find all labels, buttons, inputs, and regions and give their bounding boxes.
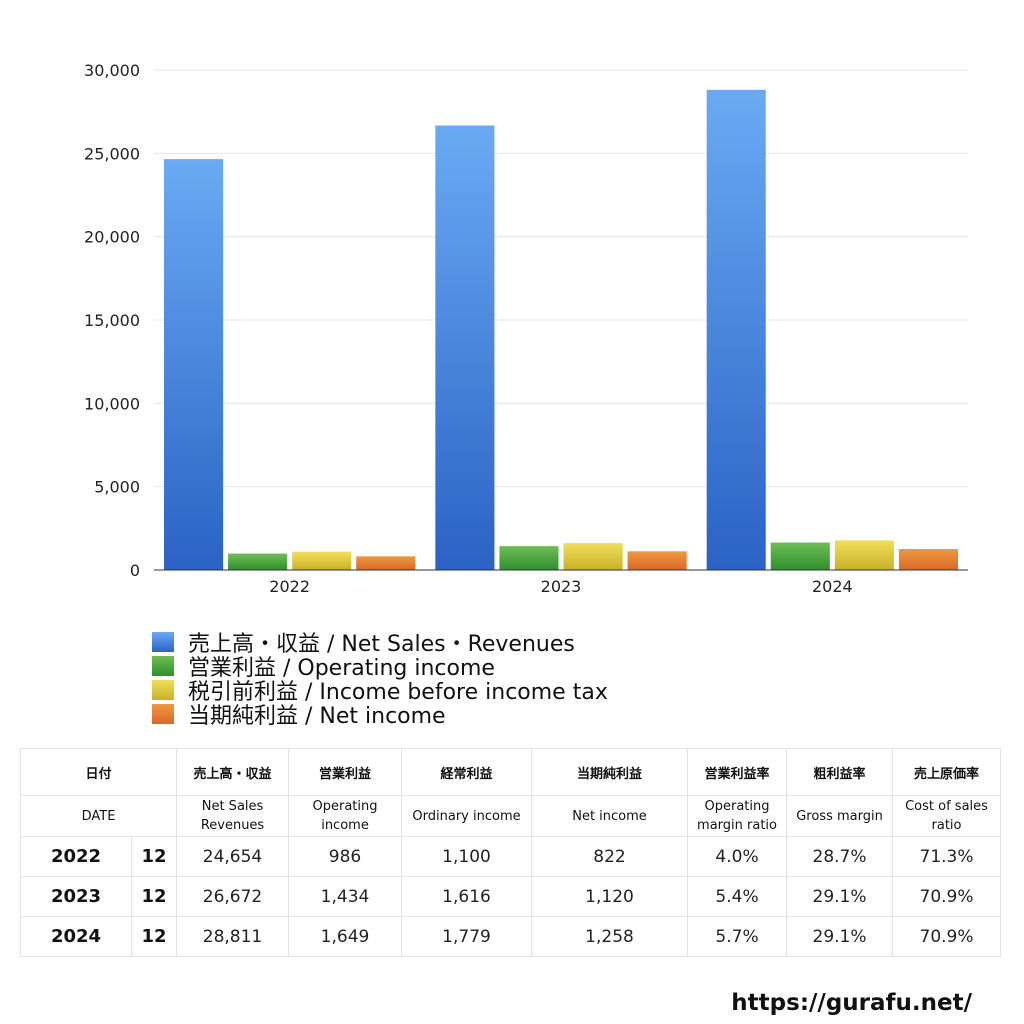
y-tick-label: 15,000 xyxy=(84,311,140,330)
legend-swatch-net-sales xyxy=(152,632,174,652)
header-cell: Net Sales Revenues xyxy=(176,795,290,837)
value-cell: 70.9% xyxy=(892,876,1002,917)
bar-income-before-tax-2024 xyxy=(834,540,894,570)
header-cell: 当期純利益 xyxy=(531,748,689,796)
header-cell: 営業利益 xyxy=(288,748,403,796)
bar-income-before-tax-2022 xyxy=(292,551,352,570)
header-cell: 日付 xyxy=(19,748,178,796)
value-cell: 29.1% xyxy=(786,876,894,917)
legend-item: 売上高・収益 / Net Sales・Revenues xyxy=(152,630,608,657)
year-cell: 2022 xyxy=(20,836,132,877)
table-header-jp: 日付 売上高・収益 営業利益 経常利益 当期純利益 営業利益率 粗利益率 売上原… xyxy=(19,748,1002,796)
x-tick-label: 2022 xyxy=(269,577,310,596)
bar-operating-income-2024 xyxy=(770,542,830,570)
bar-operating-income-2022 xyxy=(228,553,288,570)
table-header-en: DATE Net Sales Revenues Operating income… xyxy=(19,795,1002,837)
header-cell: DATE xyxy=(19,795,178,837)
bar-net-income-2023 xyxy=(627,551,687,570)
y-tick-label: 5,000 xyxy=(94,478,140,497)
month-cell: 12 xyxy=(130,916,178,957)
value-cell: 5.4% xyxy=(687,876,788,917)
financial-table: 日付 売上高・収益 営業利益 経常利益 当期純利益 営業利益率 粗利益率 売上原… xyxy=(19,748,1002,957)
value-cell: 71.3% xyxy=(892,836,1002,877)
y-tick-label: 25,000 xyxy=(84,144,140,163)
y-axis: 0 5,000 10,000 15,000 20,000 25,000 30,000 xyxy=(84,61,140,580)
header-cell: Ordinary income xyxy=(401,795,533,837)
table-row: 2023 12 26,672 1,434 1,616 1,120 5.4% 29… xyxy=(20,876,1002,917)
value-cell: 1,649 xyxy=(288,916,403,957)
header-cell: 粗利益率 xyxy=(786,748,894,796)
legend-swatch-operating-income xyxy=(152,656,174,676)
legend-item: 税引前利益 / Income before income tax xyxy=(152,678,608,705)
header-cell: Gross margin xyxy=(786,795,894,837)
header-cell: 営業利益率 xyxy=(687,748,788,796)
legend-swatch-income-before-tax xyxy=(152,680,174,700)
legend-label: 営業利益 / Operating income xyxy=(188,656,495,681)
x-axis: 2022 2023 2024 xyxy=(269,577,852,596)
value-cell: 1,779 xyxy=(401,916,533,957)
y-tick-label: 10,000 xyxy=(84,394,140,413)
header-cell: Net income xyxy=(531,795,689,837)
legend-label: 当期純利益 / Net income xyxy=(188,704,446,729)
bar-net-sales-2022 xyxy=(164,159,224,570)
value-cell: 29.1% xyxy=(786,916,894,957)
value-cell: 986 xyxy=(288,836,403,877)
header-cell: 売上原価率 xyxy=(892,748,1002,796)
month-cell: 12 xyxy=(130,876,178,917)
table-row: 2022 12 24,654 986 1,100 822 4.0% 28.7% … xyxy=(20,836,1002,877)
value-cell: 1,434 xyxy=(288,876,403,917)
header-cell: 経常利益 xyxy=(401,748,533,796)
value-cell: 24,654 xyxy=(176,836,290,877)
value-cell: 1,616 xyxy=(401,876,533,917)
value-cell: 1,258 xyxy=(531,916,689,957)
value-cell: 4.0% xyxy=(687,836,788,877)
x-tick-label: 2024 xyxy=(812,577,853,596)
table-row: 2024 12 28,811 1,649 1,779 1,258 5.7% 29… xyxy=(20,916,1002,957)
y-tick-label: 0 xyxy=(130,561,140,580)
y-tick-label: 30,000 xyxy=(84,61,140,80)
year-cell: 2024 xyxy=(20,916,132,957)
header-cell: 売上高・収益 xyxy=(176,748,290,796)
value-cell: 1,120 xyxy=(531,876,689,917)
bar-chart: 0 5,000 10,000 15,000 20,000 25,000 30,000 202… xyxy=(84,61,968,596)
value-cell: 28.7% xyxy=(786,836,894,877)
header-cell: Operating margin ratio xyxy=(687,795,788,837)
year-cell: 2023 xyxy=(20,876,132,917)
value-cell: 26,672 xyxy=(176,876,290,917)
y-tick-label: 20,000 xyxy=(84,228,140,247)
legend-swatch-net-income xyxy=(152,704,174,724)
bar-net-income-2022 xyxy=(356,556,416,570)
bar-net-income-2024 xyxy=(898,549,958,570)
legend-label: 税引前利益 / Income before income tax xyxy=(188,680,608,705)
bar-income-before-tax-2023 xyxy=(563,543,623,570)
value-cell: 5.7% xyxy=(687,916,788,957)
header-cell: Operating income xyxy=(288,795,403,837)
legend-item: 当期純利益 / Net income xyxy=(152,702,608,729)
chart-bars xyxy=(164,89,958,571)
bar-net-sales-2023 xyxy=(435,125,495,570)
header-cell: Cost of sales ratio xyxy=(892,795,1002,837)
bar-net-sales-2024 xyxy=(706,89,766,571)
value-cell: 1,100 xyxy=(401,836,533,877)
chart-legend: 売上高・収益 / Net Sales・Revenues 営業利益 / Opera… xyxy=(152,630,608,729)
bar-operating-income-2023 xyxy=(499,546,559,570)
x-tick-label: 2023 xyxy=(541,577,582,596)
site-url: https://gurafu.net/ xyxy=(731,990,972,1016)
value-cell: 70.9% xyxy=(892,916,1002,957)
month-cell: 12 xyxy=(130,836,178,877)
legend-item: 営業利益 / Operating income xyxy=(152,654,608,681)
chart-grid xyxy=(154,69,968,488)
value-cell: 822 xyxy=(531,836,689,877)
value-cell: 28,811 xyxy=(176,916,290,957)
legend-label: 売上高・収益 / Net Sales・Revenues xyxy=(188,632,575,657)
